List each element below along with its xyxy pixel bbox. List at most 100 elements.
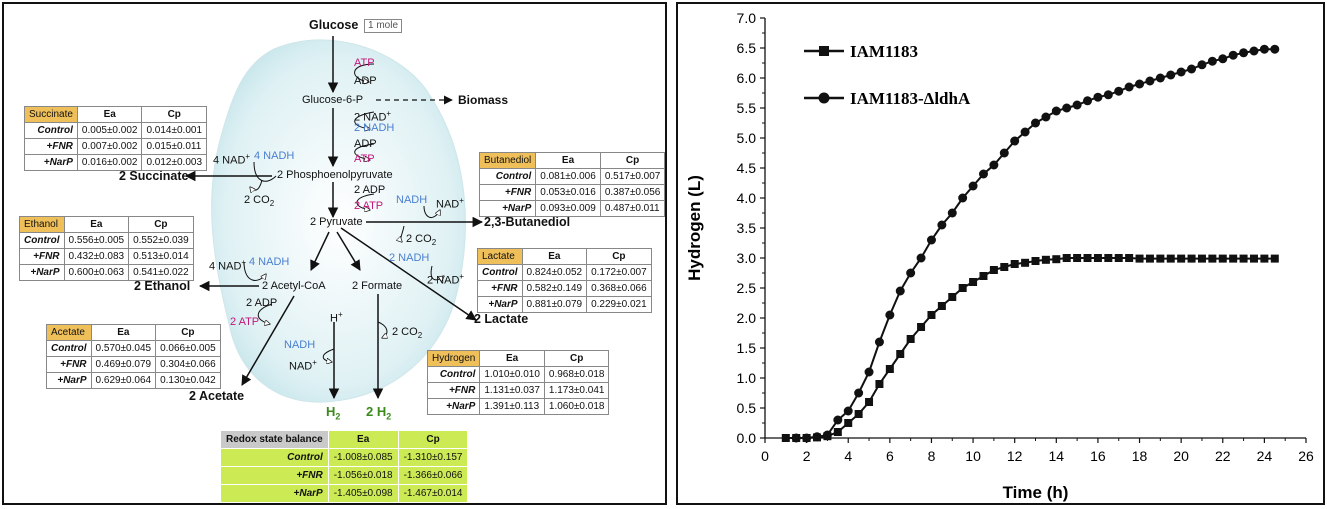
data-point-square bbox=[1093, 254, 1102, 262]
row-label: +NarP bbox=[477, 296, 523, 313]
data-point-circle bbox=[1228, 50, 1238, 60]
data-point-square bbox=[948, 293, 957, 301]
data-point-square bbox=[1270, 254, 1279, 263]
data-point-square bbox=[1010, 260, 1019, 268]
row-label: Control bbox=[478, 168, 537, 185]
adp-label-2: ADP bbox=[354, 138, 377, 150]
cell-cp: 0.513±0.014 bbox=[128, 248, 194, 265]
table-header: Acetate bbox=[46, 324, 92, 341]
data-point-square bbox=[875, 380, 884, 388]
col-cp: Cp bbox=[141, 106, 208, 123]
atp-label-1: ATP bbox=[354, 57, 375, 69]
data-point-square bbox=[1260, 254, 1269, 263]
data-point-circle bbox=[978, 169, 988, 179]
table-row: +FNR 0.469±0.079 0.304±0.066 bbox=[46, 356, 221, 373]
table-row: +FNR 0.582±0.149 0.368±0.066 bbox=[477, 280, 652, 297]
data-point-square bbox=[1083, 254, 1092, 262]
data-point-circle bbox=[1051, 106, 1061, 116]
series-layer bbox=[781, 44, 1280, 443]
table-row: +NarP 0.600±0.063 0.541±0.022 bbox=[19, 264, 194, 281]
col-cp: Cp bbox=[599, 152, 665, 169]
data-point-square bbox=[1166, 254, 1175, 263]
row-label: Control bbox=[46, 340, 92, 357]
nad-label-2: 2 NAD+ bbox=[354, 109, 392, 124]
acetylcoa-label: 2 Acetyl-CoA bbox=[262, 280, 326, 292]
data-point-square bbox=[1145, 254, 1154, 263]
cell-ea: 0.007±0.002 bbox=[76, 138, 143, 155]
co2-label-c: 2 CO2 bbox=[392, 326, 423, 341]
y-tick-label: 5.5 bbox=[737, 100, 757, 116]
redox-balance-table: Redox state balance Ea Cp Control -1.008±0.… bbox=[220, 430, 469, 503]
data-point-circle bbox=[1259, 44, 1269, 54]
nadh-label-l: 2 NADH bbox=[389, 252, 430, 264]
cell-cp: 0.368±0.066 bbox=[586, 280, 652, 297]
formate-label: 2 Formate bbox=[352, 280, 403, 292]
tick-labels: 0 2 4 6 8 10 12 14 16 18 20 22 24 260.00.51.01.52.02.… bbox=[737, 10, 1314, 464]
data-point-circle bbox=[1207, 56, 1217, 66]
col-ea: Ea bbox=[63, 216, 130, 233]
data-point-square bbox=[844, 419, 853, 427]
nad-label-h: NAD+ bbox=[289, 358, 317, 373]
cell-membrane bbox=[211, 39, 466, 403]
cell-ea: 0.016±0.002 bbox=[76, 154, 143, 171]
data-point-circle bbox=[989, 160, 999, 170]
data-point-circle bbox=[1176, 67, 1186, 77]
data-point-circle bbox=[1062, 103, 1072, 113]
cell-ea: -1.008±0.085 bbox=[327, 448, 399, 467]
cell-ea: 0.053±0.016 bbox=[535, 184, 601, 201]
data-point-circle bbox=[1135, 79, 1145, 89]
cell-cp: -1.366±0.066 bbox=[397, 466, 469, 485]
data-point-square bbox=[896, 350, 905, 358]
cell-ea: 0.469±0.079 bbox=[90, 356, 157, 373]
data-point-circle bbox=[1270, 44, 1280, 54]
biomass-label: Biomass bbox=[458, 93, 509, 107]
table-header: Ethanol bbox=[19, 216, 65, 233]
nadh-label-h: NADH bbox=[284, 339, 316, 351]
y-tick-label: 4.5 bbox=[737, 160, 757, 176]
row-label: Control bbox=[426, 366, 481, 383]
y-tick-label: 7.0 bbox=[737, 10, 757, 26]
data-point-square bbox=[1229, 254, 1238, 263]
h2-product-a: H2 bbox=[326, 404, 341, 422]
cell-ea: 1.010±0.010 bbox=[479, 366, 545, 383]
nadh-label-2: 2 NADH bbox=[354, 122, 395, 134]
hydrogen-chart: 0 2 4 6 8 10 12 14 16 18 20 22 24 260.00.51.01.52.02.… bbox=[685, 10, 1314, 502]
nadh-label-4b: 4 NADH bbox=[249, 256, 290, 268]
table-header: Succinate bbox=[24, 106, 78, 123]
nadh-label-b: NADH bbox=[396, 194, 428, 206]
y-tick-label: 3.5 bbox=[737, 220, 757, 236]
nad-label-4b: 4 NAD+ bbox=[209, 258, 247, 273]
data-point-square bbox=[1114, 254, 1123, 262]
data-point-square bbox=[1187, 254, 1196, 263]
cell-cp: 0.968±0.018 bbox=[543, 366, 610, 383]
co2-label-a: 2 CO2 bbox=[244, 194, 275, 209]
x-tick-label: 6 bbox=[886, 448, 894, 464]
y-tick-label: 2.0 bbox=[737, 310, 757, 326]
atp-label-3: 2 ATP bbox=[354, 200, 384, 212]
data-point-circle bbox=[1145, 76, 1155, 86]
chart-legend: IAM1183 IAM1183-ΔldhA bbox=[804, 42, 971, 108]
lactate-table: Lactate Ea Cp Control 0.824±0.052 0.172±0.00… bbox=[477, 248, 652, 313]
x-axis-label: Time (h) bbox=[1003, 483, 1069, 502]
nadh-label-4: 4 NADH bbox=[254, 150, 295, 162]
legend-marker-square bbox=[819, 46, 829, 56]
row-label: +FNR bbox=[220, 466, 329, 485]
cell-cp: 0.541±0.022 bbox=[128, 264, 194, 281]
data-point-square bbox=[1156, 254, 1165, 263]
cell-cp: 0.304±0.066 bbox=[155, 356, 221, 373]
cell-ea: 0.005±0.002 bbox=[76, 122, 143, 139]
pathway-arrows bbox=[184, 36, 484, 403]
data-point-circle bbox=[1010, 136, 1020, 146]
data-point-square bbox=[1249, 254, 1258, 263]
cell-cp: 0.487±0.011 bbox=[599, 200, 665, 217]
y-tick-label: 6.0 bbox=[737, 70, 757, 86]
data-point-square bbox=[854, 410, 863, 418]
row-label: Control bbox=[19, 232, 65, 249]
row-label: +NarP bbox=[24, 154, 78, 171]
data-point-circle bbox=[1124, 82, 1134, 92]
row-label: +NarP bbox=[478, 200, 537, 217]
x-tick-label: 20 bbox=[1173, 448, 1189, 464]
x-tick-label: 2 bbox=[803, 448, 811, 464]
data-point-square bbox=[1125, 254, 1134, 262]
lactate-product: 2 Lactate bbox=[474, 312, 529, 326]
